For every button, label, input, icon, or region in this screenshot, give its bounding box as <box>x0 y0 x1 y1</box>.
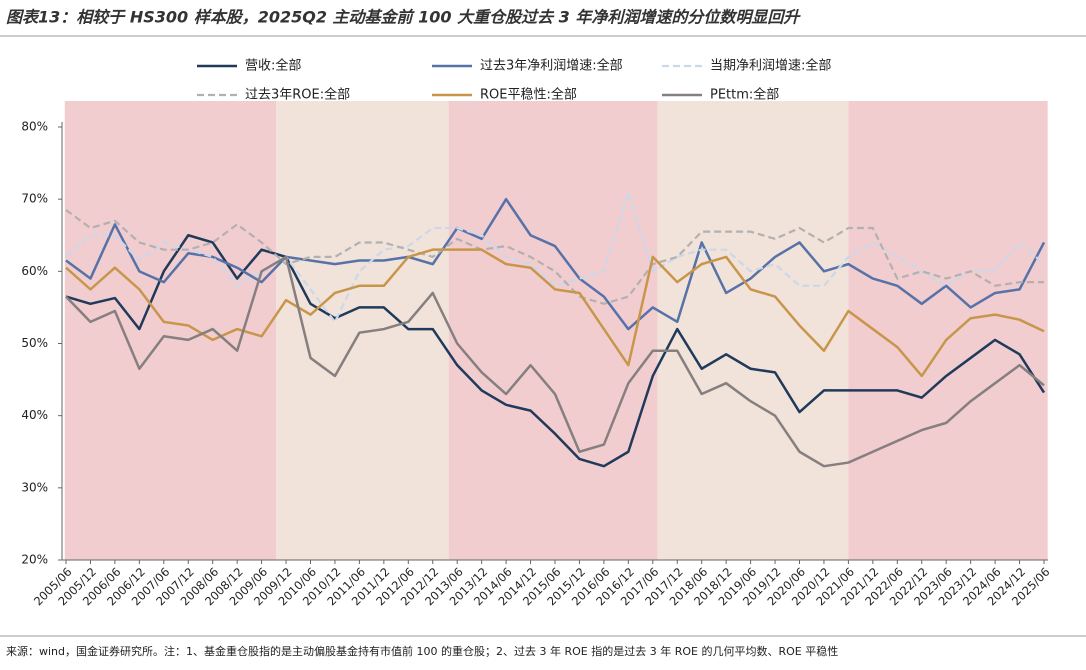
y-tick-label: 80% <box>21 120 48 134</box>
legend-label: 营收:全部 <box>245 58 301 74</box>
source: 来源：wind，国金证券研究所。注：1、基金重仓股指的是主动偏股基金持有市值前 … <box>6 644 838 658</box>
y-tick-label: 70% <box>21 192 48 206</box>
y-tick-label: 20% <box>21 553 48 567</box>
series-line <box>65 197 1046 331</box>
legend-label: 过去3年ROE:全部 <box>245 87 350 103</box>
series-line <box>65 248 1045 378</box>
legend-label: ROE平稳性:全部 <box>480 87 577 103</box>
chart-title: 图表13：相较于 HS300 样本股，2025Q2 主动基金前 100 大重仓股… <box>6 8 801 27</box>
series-line <box>65 190 1045 323</box>
shade-region <box>276 101 449 560</box>
series-line <box>65 209 1044 305</box>
series-line <box>65 234 1046 468</box>
legend-label: 当期净利润增速:全部 <box>710 58 831 74</box>
y-tick-label: 40% <box>21 408 48 422</box>
shade-region <box>848 101 1048 560</box>
legend-label: 过去3年净利润增速:全部 <box>480 58 623 74</box>
y-tick-label: 30% <box>21 480 48 494</box>
legend-label: PEttm:全部 <box>710 87 779 103</box>
series-line <box>65 255 1045 468</box>
shade-region <box>448 101 658 560</box>
shade-region <box>657 101 849 560</box>
y-tick-label: 60% <box>21 264 48 278</box>
y-tick-label: 50% <box>21 336 48 350</box>
